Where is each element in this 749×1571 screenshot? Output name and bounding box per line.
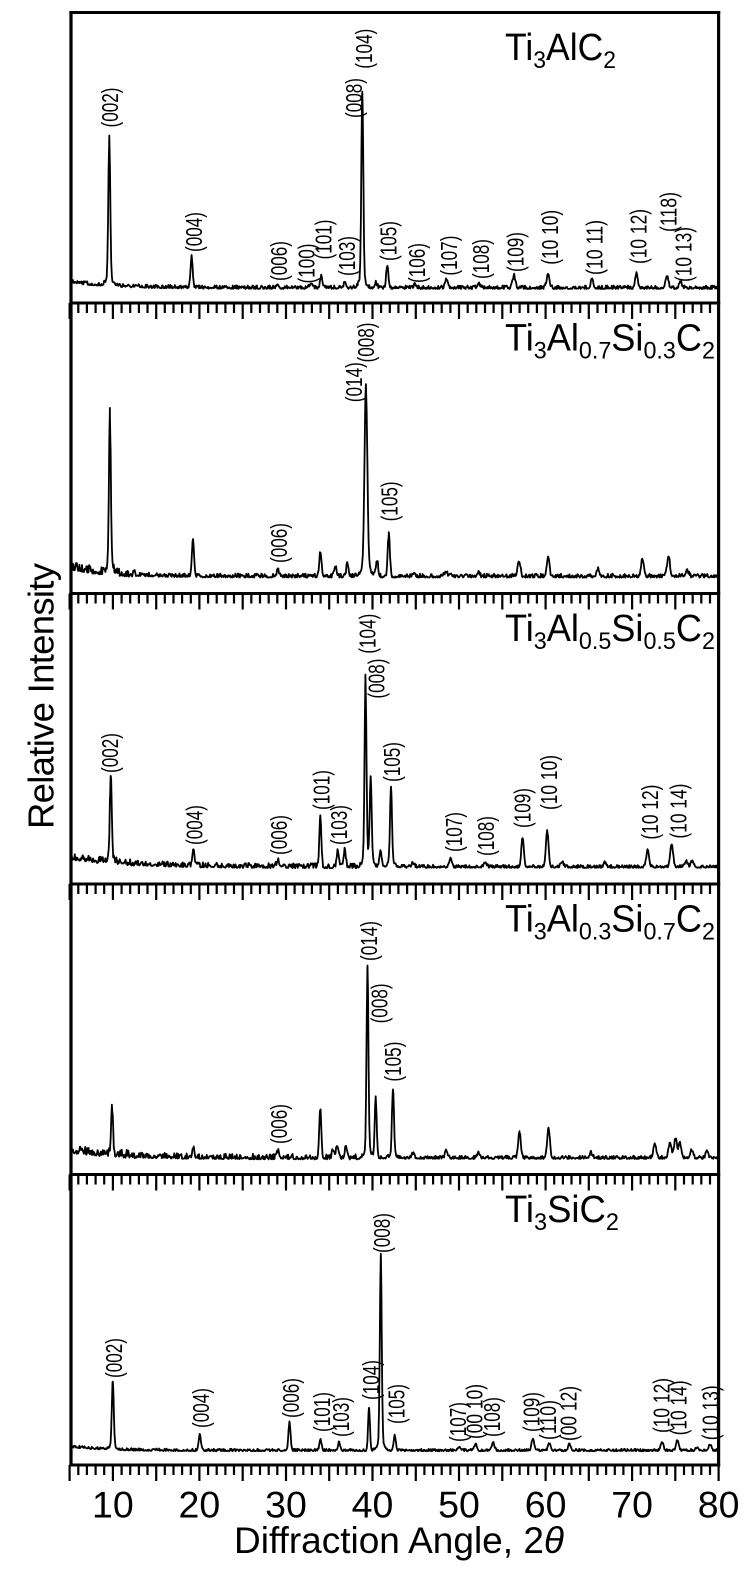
svg-text:70: 70 [611,1484,653,1526]
svg-text:20: 20 [179,1484,221,1526]
svg-text:30: 30 [265,1484,307,1526]
svg-text:(10 13): (10 13) [697,1385,723,1440]
svg-text:(10 10): (10 10) [537,210,563,265]
svg-text:(008): (008) [366,983,392,1023]
svg-text:(108): (108) [468,239,494,279]
svg-text:(101): (101) [311,220,337,260]
svg-text:(006): (006) [266,241,292,281]
svg-text:(105): (105) [380,1042,406,1082]
svg-text:Relative Intensity: Relative Intensity [21,562,62,829]
svg-text:(006): (006) [266,523,292,563]
svg-text:(100): (100) [293,244,319,284]
svg-text:(118): (118) [656,192,682,232]
svg-text:(105): (105) [384,1384,410,1424]
svg-text:(002): (002) [97,88,123,128]
svg-text:(10 13): (10 13) [671,227,697,282]
svg-text:(104): (104) [351,29,377,69]
svg-text:(109): (109) [503,232,529,272]
svg-text:(10 10): (10 10) [536,755,562,810]
svg-text:40: 40 [352,1484,394,1526]
svg-text:50: 50 [438,1484,480,1526]
svg-text:(104): (104) [358,1360,384,1400]
svg-text:(004): (004) [181,212,207,252]
svg-text:(006): (006) [266,815,292,855]
svg-text:(014): (014) [356,921,382,961]
svg-text:(109): (109) [510,788,536,828]
svg-text:(002): (002) [97,733,123,773]
svg-text:(110): (110) [535,1400,561,1440]
svg-text:Ti3​AlC2​: Ti3​AlC2​ [505,26,616,74]
svg-text:(10 12): (10 12) [626,209,652,264]
svg-text:(006): (006) [278,1378,304,1418]
svg-text:10: 10 [92,1484,134,1526]
svg-text:(008): (008) [353,323,379,363]
svg-text:(108): (108) [479,1397,505,1437]
svg-text:(107): (107) [441,812,467,852]
svg-text:(004): (004) [188,1388,214,1428]
svg-text:(10 11): (10 11) [581,220,607,275]
svg-text:(00 10): (00 10) [462,1384,488,1439]
svg-text:(00 12): (00 12) [556,1386,582,1441]
svg-text:(008): (008) [369,1213,395,1253]
svg-text:(014): (014) [341,362,367,402]
svg-text:(106): (106) [404,243,430,283]
svg-text:(103): (103) [328,1397,354,1437]
svg-text:80: 80 [698,1484,740,1526]
svg-text:(108): (108) [473,816,499,856]
svg-text:(002): (002) [101,1338,127,1378]
svg-text:(101): (101) [309,770,335,810]
svg-text:(10 14): (10 14) [666,784,692,839]
svg-text:(10 12): (10 12) [637,785,663,840]
svg-text:Diffraction Angle, 2θ: Diffraction Angle, 2θ [234,1520,564,1561]
svg-text:(109): (109) [519,1392,545,1432]
svg-text:(006): (006) [266,1104,292,1144]
svg-text:(105): (105) [379,742,405,782]
svg-text:(10 12): (10 12) [649,1378,675,1433]
svg-text:(101): (101) [309,1392,335,1432]
svg-text:(008): (008) [364,659,390,699]
svg-text:(107): (107) [445,1402,471,1442]
svg-text:Ti3​SiC2​: Ti3​SiC2​ [505,1187,619,1236]
svg-text:(107): (107) [436,236,462,276]
svg-text:(104): (104) [355,614,381,654]
svg-text:(008): (008) [341,78,367,118]
svg-text:(105): (105) [377,481,403,521]
svg-text:(103): (103) [334,236,360,276]
svg-text:(105): (105) [376,221,402,261]
svg-text:(004): (004) [182,805,208,845]
svg-text:60: 60 [525,1484,567,1526]
svg-text:(103): (103) [326,805,352,845]
svg-text:(10 14): (10 14) [666,1380,692,1435]
